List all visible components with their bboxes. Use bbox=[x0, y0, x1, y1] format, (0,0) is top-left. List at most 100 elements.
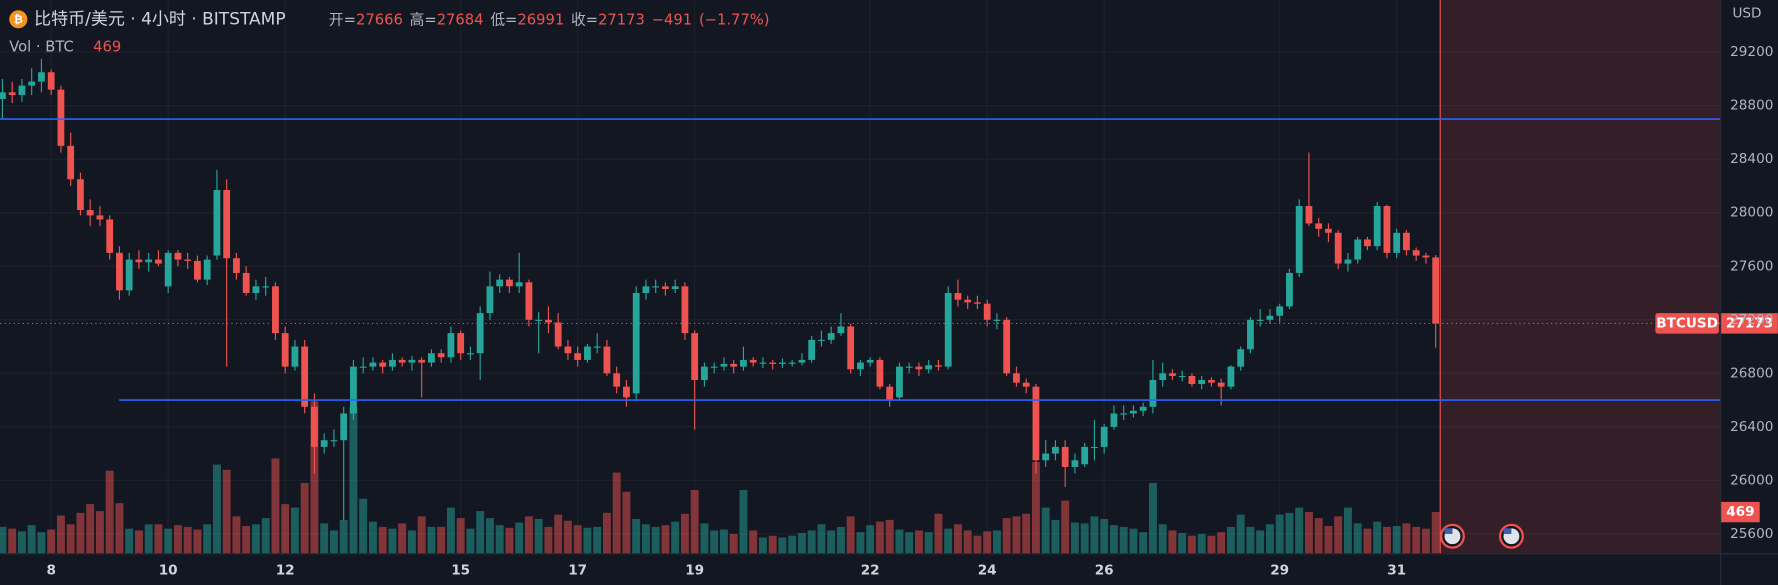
volume-bar bbox=[349, 407, 358, 554]
candle-body bbox=[525, 282, 533, 320]
candle-body bbox=[662, 286, 669, 290]
volume-bar bbox=[680, 513, 689, 554]
candle-body bbox=[330, 440, 338, 442]
volume-bar bbox=[232, 516, 241, 554]
candle-body bbox=[1052, 446, 1059, 454]
grid bbox=[0, 0, 1721, 554]
candle-body bbox=[584, 346, 591, 360]
candle-body bbox=[1305, 206, 1313, 224]
candle-body bbox=[398, 359, 406, 363]
candle-body bbox=[320, 440, 328, 447]
y-tick-label: 27600 bbox=[1730, 258, 1773, 274]
ohlc-label: 收= bbox=[571, 11, 598, 28]
volume-bar bbox=[8, 528, 17, 554]
volume-bar bbox=[212, 464, 221, 554]
candle-body bbox=[418, 359, 426, 363]
candle-body bbox=[233, 258, 240, 273]
x-tick-label: 12 bbox=[276, 562, 295, 578]
candle-body bbox=[1188, 375, 1196, 385]
volume-bar bbox=[388, 528, 397, 554]
candle-body bbox=[613, 373, 621, 387]
candle-body bbox=[701, 366, 708, 380]
candle-body bbox=[925, 365, 933, 370]
volume-bar bbox=[193, 529, 202, 554]
candle-body bbox=[1403, 232, 1410, 251]
candle-body bbox=[281, 333, 289, 367]
volume-bar bbox=[544, 526, 553, 554]
candle-body bbox=[886, 386, 894, 401]
volume-bar bbox=[300, 483, 309, 554]
candle-body bbox=[38, 72, 45, 82]
volume-bar bbox=[953, 524, 962, 554]
candle-body bbox=[1042, 453, 1050, 461]
volume-bar bbox=[846, 516, 855, 554]
event-flag bbox=[1498, 523, 1524, 549]
volume-bar bbox=[563, 520, 572, 554]
candle-body bbox=[564, 346, 572, 354]
volume-bar bbox=[1051, 519, 1060, 554]
candle-body bbox=[1373, 206, 1381, 247]
x-tick-label: 15 bbox=[451, 562, 470, 578]
candle-body bbox=[1256, 319, 1264, 321]
symbol-tag: BTCUSD bbox=[1656, 315, 1718, 331]
candle-body bbox=[0, 92, 6, 100]
candle-body bbox=[164, 252, 172, 287]
candle-body bbox=[837, 326, 845, 334]
x-tick-label: 10 bbox=[159, 562, 178, 578]
candle-body bbox=[1295, 206, 1303, 273]
volume-bar bbox=[1187, 535, 1196, 554]
volume-bar bbox=[37, 532, 46, 554]
volume-bar bbox=[1139, 532, 1148, 554]
volume-bar bbox=[17, 531, 26, 554]
x-tick-label: 24 bbox=[978, 562, 997, 578]
volume-bar bbox=[875, 521, 884, 554]
volume-bar bbox=[505, 527, 514, 554]
volume-bar bbox=[797, 533, 806, 554]
volume-bar bbox=[27, 525, 36, 554]
candle-body bbox=[720, 363, 728, 367]
volume-bar bbox=[710, 530, 719, 554]
volume-bar bbox=[1002, 518, 1011, 554]
volume-bar bbox=[1022, 513, 1031, 554]
y-tick-label: 28800 bbox=[1730, 98, 1773, 114]
candle-body bbox=[681, 286, 689, 334]
volume-bar bbox=[154, 524, 163, 554]
candle-body bbox=[915, 366, 923, 370]
volume-bar bbox=[632, 519, 641, 554]
candle-body bbox=[730, 363, 738, 367]
volume-bar bbox=[1392, 526, 1401, 554]
candle-body bbox=[1286, 272, 1293, 307]
volume-bar bbox=[47, 529, 56, 554]
candle-body bbox=[350, 366, 357, 414]
volume-bar bbox=[398, 523, 407, 554]
candle-body bbox=[1110, 413, 1118, 427]
volume-bar bbox=[1109, 525, 1118, 554]
candle-body bbox=[1071, 460, 1079, 467]
candle-layer bbox=[0, 58, 1440, 521]
candle-body bbox=[808, 339, 816, 360]
x-tick-label: 26 bbox=[1095, 562, 1114, 578]
candle-body bbox=[740, 359, 747, 367]
volume-bar bbox=[76, 512, 85, 554]
y-tick-label: 26000 bbox=[1730, 472, 1773, 488]
candle-body bbox=[252, 286, 260, 294]
volume-bar bbox=[1256, 530, 1265, 554]
y-tick-label: 26800 bbox=[1730, 365, 1773, 381]
volume-bar bbox=[125, 528, 134, 554]
ohlc-header: 开=27666 高=27684 低=26991 收=27173 −491 (−1.77%) bbox=[329, 11, 770, 28]
volume-bar bbox=[758, 537, 767, 554]
candle-body bbox=[944, 293, 952, 367]
volume-bar bbox=[329, 530, 338, 554]
volume-bar bbox=[856, 532, 865, 554]
candle-body bbox=[184, 259, 192, 261]
volume-bar bbox=[602, 512, 611, 554]
volume-bar bbox=[281, 504, 290, 554]
volume-bar bbox=[1070, 522, 1079, 554]
ohlc-label: 低= bbox=[490, 11, 517, 28]
volume-bar bbox=[417, 516, 426, 554]
candle-body bbox=[1237, 349, 1245, 367]
candle-body bbox=[1198, 379, 1206, 385]
volume-bar bbox=[1080, 523, 1089, 554]
